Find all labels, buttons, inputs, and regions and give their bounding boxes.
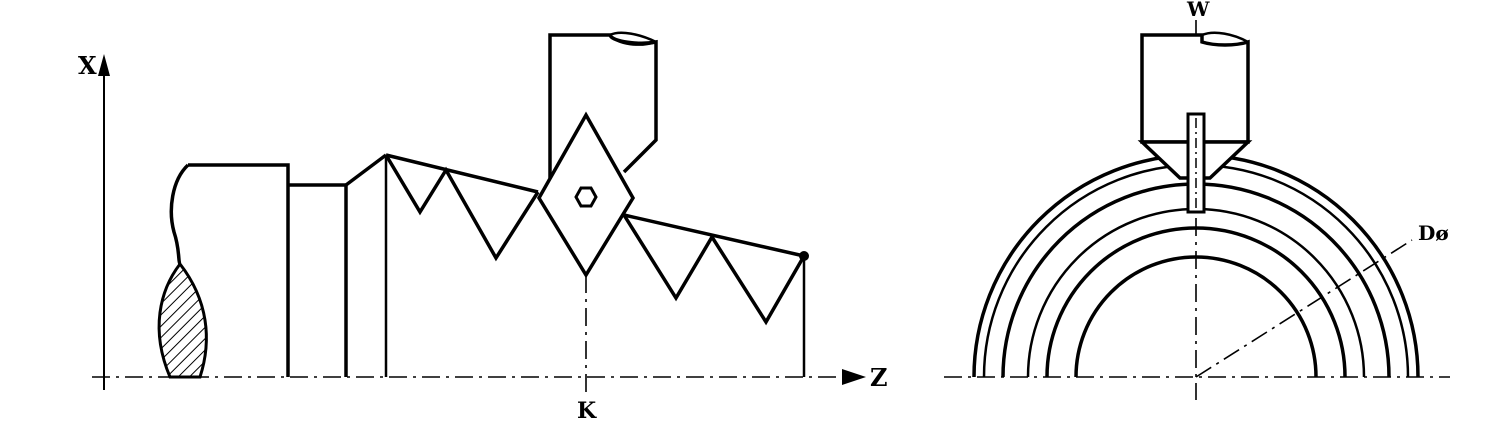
thread-arc-inner-2: [1074, 255, 1318, 378]
hatched-section: [157, 261, 208, 379]
thread-crest-right: [623, 213, 805, 258]
break-line: [169, 163, 190, 266]
x-axis-label: X: [78, 51, 97, 80]
thread-profile-right: [622, 214, 806, 326]
cutting-insert: [536, 111, 636, 279]
k-label: K: [577, 398, 597, 424]
right-view: W Dø: [944, 0, 1450, 400]
w-label: W: [1186, 0, 1210, 21]
insert-screw-icon: [574, 186, 598, 208]
thread-start-chamfer: [344, 153, 388, 187]
z-axis-label: Z: [870, 363, 888, 392]
workpiece-shoulder: [188, 163, 290, 377]
thread-arc-inner-1: [1045, 226, 1347, 378]
z-axis-arrow: [842, 369, 866, 385]
tool-holder-right-top: [1201, 31, 1249, 44]
tool-holder: [548, 33, 658, 178]
diameter-leader-line: [1195, 239, 1413, 378]
workpiece-step: [288, 183, 348, 377]
thread-crest-left: [385, 153, 539, 194]
thread-profile-left: [384, 154, 540, 262]
x-axis-arrow: [98, 54, 110, 76]
diameter-label: Dø: [1418, 221, 1449, 245]
left-view: X Z K: [78, 31, 888, 424]
tool-holder-top: [609, 31, 657, 46]
